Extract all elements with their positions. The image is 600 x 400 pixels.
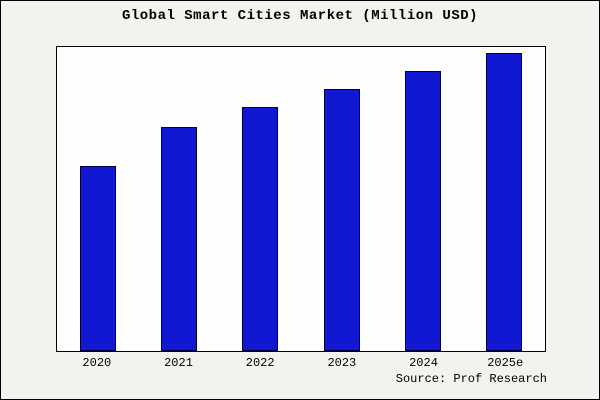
x-tick-label-2023: 2023 (327, 356, 357, 370)
bar-2021 (160, 127, 197, 351)
bar-2024 (404, 70, 441, 351)
bar-slot-2021 (138, 47, 219, 351)
bar-2023 (323, 88, 360, 351)
bar-slot-2020 (57, 47, 138, 351)
x-axis-labels: 2020 2021 2022 2023 2024 2025e (56, 356, 546, 370)
bar-slot-2024 (382, 47, 463, 351)
x-tick-label-2024: 2024 (409, 356, 438, 370)
bar-slot-2025e (464, 47, 545, 351)
bar-2020 (79, 166, 116, 351)
bar-2022 (242, 106, 279, 351)
x-tick-label-2020: 2020 (82, 356, 112, 370)
x-tick-label-2021: 2021 (164, 356, 193, 370)
x-tick-label-2022: 2022 (245, 356, 275, 370)
x-tick-label-2025e: 2025e (487, 356, 524, 370)
chart-title: Global Smart Cities Market (Million USD) (121, 8, 479, 24)
bar-slot-2023 (301, 47, 382, 351)
bar-slot-2022 (220, 47, 301, 351)
bar-2025e (486, 52, 523, 351)
source-note: Source: Prof Research (395, 372, 547, 386)
plot-area (56, 46, 546, 352)
